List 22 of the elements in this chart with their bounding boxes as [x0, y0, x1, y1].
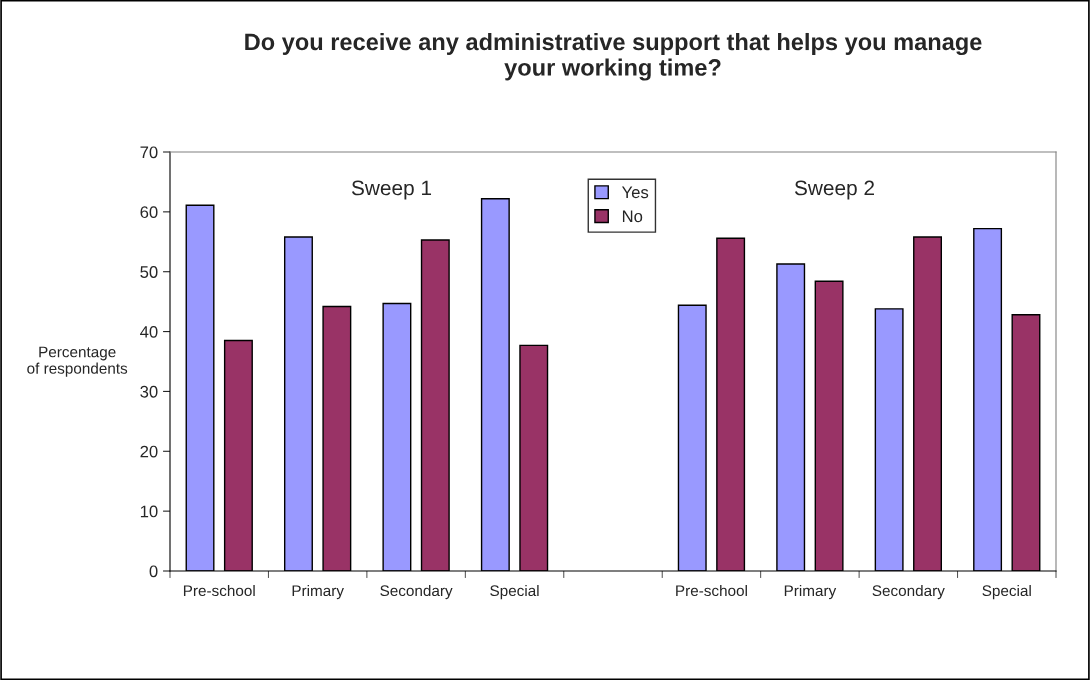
- y-tick-label: 50: [140, 266, 158, 278]
- y-tick-label: 40: [140, 325, 158, 338]
- x-tick-label: Secondary: [872, 584, 945, 600]
- legend-label: No: [622, 210, 643, 223]
- x-tick-label: Secondary: [380, 584, 453, 600]
- annotation: Sweep 1: [351, 180, 432, 200]
- x-tick-label: Primary: [784, 584, 837, 600]
- y-axis-title: Percentage of respondents: [27, 346, 128, 377]
- y-tick-label: 60: [140, 206, 158, 219]
- y-tick-label: 20: [140, 445, 158, 458]
- x-tick-label: Special: [982, 584, 1031, 600]
- x-tick-label: Special: [490, 584, 539, 600]
- annotation: Sweep 2: [794, 180, 874, 200]
- x-tick-label: Primary: [292, 584, 344, 600]
- y-tick-label: 70: [140, 146, 158, 159]
- x-tick-label: Pre-school: [676, 584, 747, 597]
- legend-label: Yes: [621, 186, 649, 199]
- y-tick-label: 0: [149, 565, 158, 578]
- x-tick-label: Pre-school: [183, 584, 255, 597]
- y-tick-label: 30: [140, 385, 158, 398]
- chart-title: Do you receive any administrative support that helps you manage your working time?: [245, 32, 982, 81]
- y-tick-label: 10: [140, 505, 158, 518]
